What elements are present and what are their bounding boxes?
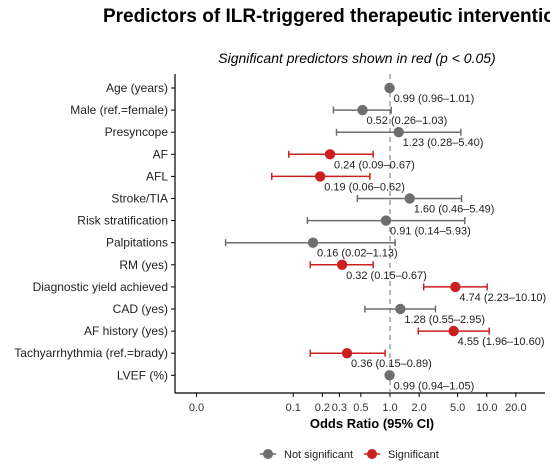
row-label: AF — [153, 147, 168, 161]
x-tick-label: 10.0 — [476, 402, 497, 414]
x-tick-label: 0.0 — [189, 402, 204, 414]
odds-ratio-point — [307, 237, 319, 248]
chart-subtitle: Significant predictors shown in red (p <… — [218, 50, 495, 66]
odds-ratio-point — [324, 149, 336, 160]
x-tick-label: 20.0 — [505, 402, 526, 414]
x-tick-label: 1.0 — [382, 402, 397, 414]
or-annotation: 0.24 (0.09–0.67) — [334, 159, 415, 171]
row-label: CAD (yes) — [113, 302, 168, 316]
x-tick-label: 2.0 — [411, 402, 426, 414]
or-annotation: 1.23 (0.28–5.40) — [403, 137, 484, 149]
chart-title: Predictors of ILR-triggered therapeutic … — [103, 6, 550, 27]
x-tick-label: 0.5 — [353, 402, 368, 414]
or-annotation: 0.19 (0.06–0.62) — [324, 181, 405, 193]
row-label: Age (years) — [106, 81, 168, 95]
row-label: Diagnostic yield achieved — [33, 280, 168, 294]
odds-ratio-point — [404, 193, 415, 204]
x-tick-label: 5.0 — [450, 402, 465, 414]
row-label: Tachyarrhythmia (ref.=brady) — [14, 346, 168, 360]
or-annotation: 0.32 (0.15–0.67) — [346, 270, 427, 282]
odds-ratio-point — [314, 171, 326, 182]
or-annotation: 0.99 (0.94–1.05) — [394, 380, 475, 392]
row-label: RM (yes) — [119, 258, 168, 272]
x-tick-label: 0.1 — [286, 402, 301, 414]
or-annotation: 0.91 (0.14–5.93) — [390, 226, 471, 238]
legend-label: Significant — [388, 449, 439, 461]
row-label: Palpitations — [106, 236, 168, 250]
or-annotation: 1.60 (0.46–5.49) — [414, 204, 495, 216]
plot-area: 0.0 0.1 0.2 0.3 0.5 1.0 2.0 5.0 10.0 20.0 Age (yea… — [14, 74, 546, 414]
row-label: Stroke/TIA — [111, 192, 168, 206]
odds-ratio-point — [341, 348, 353, 359]
odds-ratio-point — [384, 82, 395, 94]
row-label: AFL — [146, 169, 168, 183]
row-label: Presyncope — [105, 125, 169, 139]
or-annotation: 4.55 (1.96–10.60) — [458, 336, 545, 348]
legend-key-point — [367, 449, 377, 459]
legend-key-point — [263, 449, 273, 459]
odds-ratio-point — [384, 370, 395, 381]
legend-label: Not significant — [284, 449, 353, 461]
legend: Not significant Significant — [260, 449, 439, 461]
row-label: Risk stratification — [77, 214, 168, 228]
or-annotation: 0.99 (0.96–1.01) — [394, 93, 475, 105]
odds-ratio-point — [450, 281, 461, 293]
odds-ratio-point — [357, 104, 368, 116]
row-label: AF history (yes) — [84, 324, 168, 338]
x-tick-label: 0.3 — [332, 402, 347, 414]
or-annotation: 0.52 (0.26–1.03) — [367, 115, 448, 127]
or-annotation: 0.36 (0.15–0.89) — [351, 358, 432, 370]
odds-ratio-point — [448, 325, 459, 337]
odds-ratio-point — [393, 127, 404, 138]
odds-ratio-point — [380, 215, 392, 226]
odds-ratio-point — [336, 259, 348, 270]
row-label: LVEF (%) — [117, 368, 168, 382]
row-label: Male (ref.=female) — [70, 103, 168, 117]
or-annotation: 0.16 (0.02–1.13) — [317, 248, 398, 260]
x-tick-label: 0.2 — [315, 402, 330, 414]
or-annotation: 1.28 (0.55–2.95) — [404, 314, 485, 326]
x-axis-title: Odds Ratio (95% CI) — [310, 416, 434, 431]
odds-ratio-point — [395, 303, 406, 315]
or-annotation: 4.74 (2.23–10.10) — [459, 292, 546, 304]
